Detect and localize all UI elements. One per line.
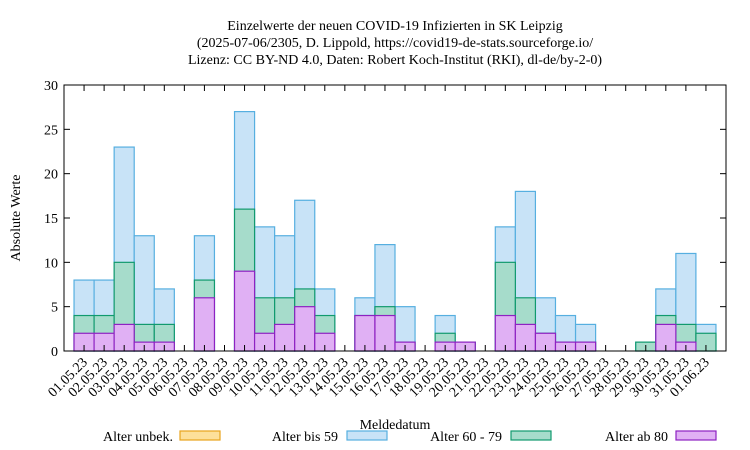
y-tick-label: 25 (44, 123, 58, 138)
legend-swatch (179, 430, 221, 441)
legend-label: Alter unbek. (103, 430, 173, 445)
chart-title: Einzelwerte der neuen COVID-19 Infiziert… (188, 19, 602, 68)
y-axis-label: Absolute Werte (9, 175, 24, 262)
legend-label: Alter bis 59 (272, 430, 338, 445)
title-line-3: Lizenz: CC BY-ND 4.0, Daten: Robert Koch… (188, 53, 602, 68)
bar-alter-ab-80-09.05.23 (233, 270, 256, 352)
legend: Alter unbek. Alter bis 59 Alter 60 - 79 Alt… (103, 430, 717, 445)
title-line-1: Einzelwerte der neuen COVID-19 Infiziert… (227, 19, 563, 34)
bar-alter-ab-80-07.05.23 (193, 297, 216, 352)
x-axis-label: Meldedatum (360, 418, 431, 433)
y-axis: 0 5 10 15 20 25 30 (44, 79, 726, 360)
legend-label: Alter 60 - 79 (430, 430, 502, 445)
legend-swatch (346, 430, 388, 441)
y-tick-label: 5 (51, 301, 58, 316)
legend-swatch (675, 430, 717, 441)
bars (73, 110, 717, 352)
bar-alter-ab-80-12.05.23 (294, 306, 316, 352)
y-tick-label: 0 (51, 345, 58, 360)
legend-label: Alter ab 80 (605, 430, 668, 445)
title-line-2: (2025-07-06/2305, D. Lippold, https://co… (197, 36, 593, 51)
legend-swatch (510, 430, 552, 441)
y-tick-label: 10 (44, 256, 58, 271)
y-tick-label: 15 (44, 212, 58, 227)
y-tick-label: 20 (44, 168, 58, 183)
y-tick-label: 30 (44, 79, 58, 94)
